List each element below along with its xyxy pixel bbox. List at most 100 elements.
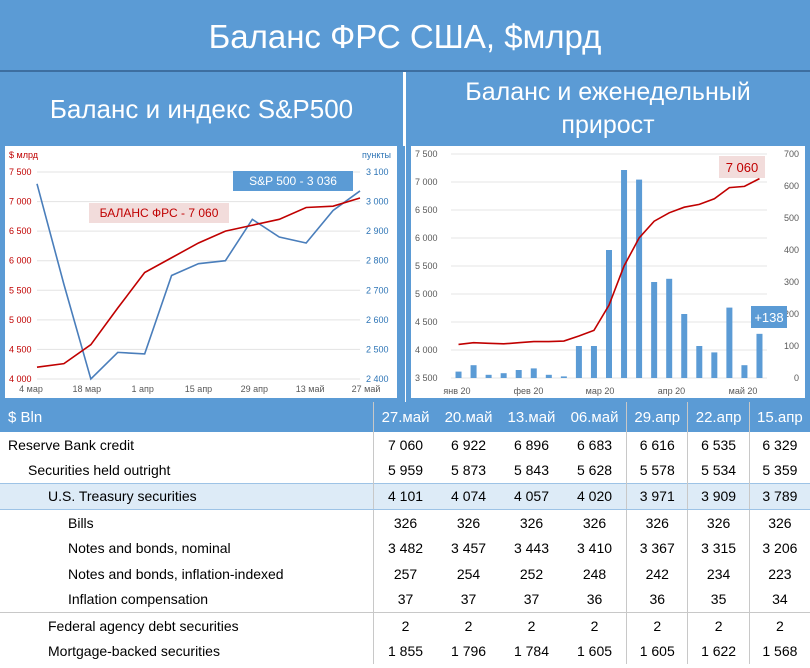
y-left-tick-label: 4 000	[415, 345, 438, 355]
row-label: Inflation compensation	[68, 591, 209, 608]
cell-value: 3 410	[577, 540, 613, 557]
increment-bar	[470, 365, 477, 378]
cell-value: 5 628	[577, 462, 613, 479]
table-header-label: $ Bln	[0, 402, 374, 432]
row-label: Federal agency debt securities	[0, 612, 374, 639]
y-left-tick-label: 5 000	[415, 289, 438, 299]
increment-bar	[590, 346, 597, 378]
y-right-tick-label: 200	[784, 309, 799, 319]
cell-value: 326	[372, 509, 438, 536]
y-left-tick-label: 6 500	[415, 205, 438, 215]
balance-weekly-increment-chart: 7 500 7 000 6 500 6 000 5 500 5 000 4 500 4 000…	[411, 146, 805, 398]
balance-table-container: $ Bln 27.май 20.май 13.май 06.май 29.апр…	[0, 402, 810, 668]
cell-value: 4 020	[562, 483, 627, 510]
cell-value: 1 605	[626, 638, 688, 665]
cell-value: 3 367	[626, 535, 688, 561]
cell-value: 37	[523, 591, 540, 608]
cell-value: 242	[626, 560, 688, 587]
row-label: Reserve Bank credit	[8, 436, 135, 453]
y-left-tick-label: 5 500	[9, 285, 32, 295]
x-tick-label: янв 20	[443, 386, 470, 396]
y-right-tick-label: 600	[784, 181, 799, 191]
y-left-tick-label: 5 500	[415, 261, 438, 271]
increment-bar	[455, 371, 462, 378]
balance-annotation-label: 7 060	[726, 160, 759, 175]
cell-value: 7 060	[372, 432, 438, 458]
sp500-legend-label: S&P 500 - 3 036	[249, 174, 337, 188]
cell-value: 36	[626, 586, 688, 613]
increment-bar	[711, 352, 718, 378]
cell-value: 5 359	[748, 457, 810, 484]
y-left-tick-label: 6 500	[9, 226, 32, 236]
y-right-tick-label: 300	[784, 277, 799, 287]
table-header-col: 13.май	[500, 402, 563, 432]
cell-value: 6 535	[687, 432, 750, 458]
cell-value: 6 896	[513, 436, 550, 453]
table-row: Reserve Bank credit 7 060 6 922 6 896 6 683 6…	[0, 432, 810, 458]
x-tick-label: 18 мар	[72, 384, 101, 394]
cell-value: 2	[687, 612, 750, 639]
table-header-col: 27.май	[372, 402, 438, 432]
y-left-tick-label: 4 000	[9, 374, 32, 384]
cell-value: 326	[582, 514, 607, 531]
cell-value: 1 796	[451, 643, 487, 660]
cell-value: 37	[372, 586, 438, 613]
cell-value: 1 855	[372, 638, 438, 665]
row-label: Securities held outright	[28, 462, 171, 479]
right-header-line-1: Баланс и еженедельный	[465, 78, 751, 106]
y-right-tick-label: 400	[784, 245, 799, 255]
increment-bar	[741, 365, 748, 378]
x-tick-label: 15 апр	[185, 384, 212, 394]
table-header-col: 15.апр	[748, 402, 810, 432]
balance-legend-label: БАЛАНС ФРС - 7 060	[100, 206, 219, 220]
cell-value: 2	[748, 612, 810, 639]
increment-bar	[575, 346, 582, 378]
x-tick-label: 29 апр	[241, 384, 268, 394]
x-tick-label: 27 май	[352, 384, 381, 394]
x-tick-label: 13 май	[296, 384, 325, 394]
y-right-tick-label: 500	[784, 213, 799, 223]
x-tick-label: 4 мар	[19, 384, 43, 394]
cell-value: 6 329	[748, 432, 810, 458]
cell-value: 1 622	[687, 638, 750, 665]
y-left-tick-label: 3 500	[415, 373, 438, 383]
table-row: Notes and bonds, inflation-indexed 257 254…	[0, 560, 810, 587]
cell-value: 1 568	[748, 638, 810, 665]
cell-value: 6 683	[577, 436, 613, 453]
balance-series-line	[36, 197, 361, 368]
cell-value: 2	[372, 612, 438, 639]
cell-value: 1 784	[513, 643, 550, 660]
increment-bar	[500, 373, 507, 378]
row-label: U.S. Treasury securities	[0, 483, 374, 510]
cell-value: 326	[519, 514, 544, 531]
right-chart-header: Баланс и еженедельный прирост	[406, 72, 810, 146]
increment-bar	[545, 374, 552, 378]
table-row: Bills 326 326 326 326 326 326 326	[0, 509, 810, 536]
cell-value: 34	[748, 586, 810, 613]
y-right-tick-label: 0	[794, 373, 799, 383]
table-row: Mortgage-backed securities 1 855 1 796 1 78…	[0, 638, 810, 665]
cell-value: 5 534	[687, 457, 750, 484]
row-label: Mortgage-backed securities	[48, 643, 220, 660]
table-row: Notes and bonds, nominal 3 482 3 457 3 443 3…	[0, 535, 810, 561]
increment-bar	[681, 314, 688, 378]
y-left-tick-label: 7 000	[9, 197, 32, 207]
cell-value: 254	[456, 565, 481, 582]
increment-bar	[560, 376, 567, 378]
main-title: Баланс ФРС США, $млрд	[0, 0, 810, 72]
sp500-series-line	[36, 183, 361, 381]
y-right-tick-label: 2 500	[366, 344, 389, 354]
increment-annotation-label: +138	[754, 310, 783, 325]
cell-value: 4 057	[500, 483, 563, 510]
row-label: Bills	[68, 514, 94, 531]
cell-value: 3 482	[372, 535, 438, 561]
y-left-tick-label: 7 500	[9, 167, 32, 177]
x-tick-label: май 20	[729, 386, 758, 396]
increment-bar	[696, 346, 703, 378]
y-right-tick-label: 3 100	[366, 167, 389, 177]
cell-value: 3 971	[626, 483, 688, 510]
increment-bar	[756, 333, 763, 378]
cell-value: 326	[748, 509, 810, 536]
cell-value: 4 101	[372, 483, 438, 510]
increment-bar	[726, 307, 733, 378]
